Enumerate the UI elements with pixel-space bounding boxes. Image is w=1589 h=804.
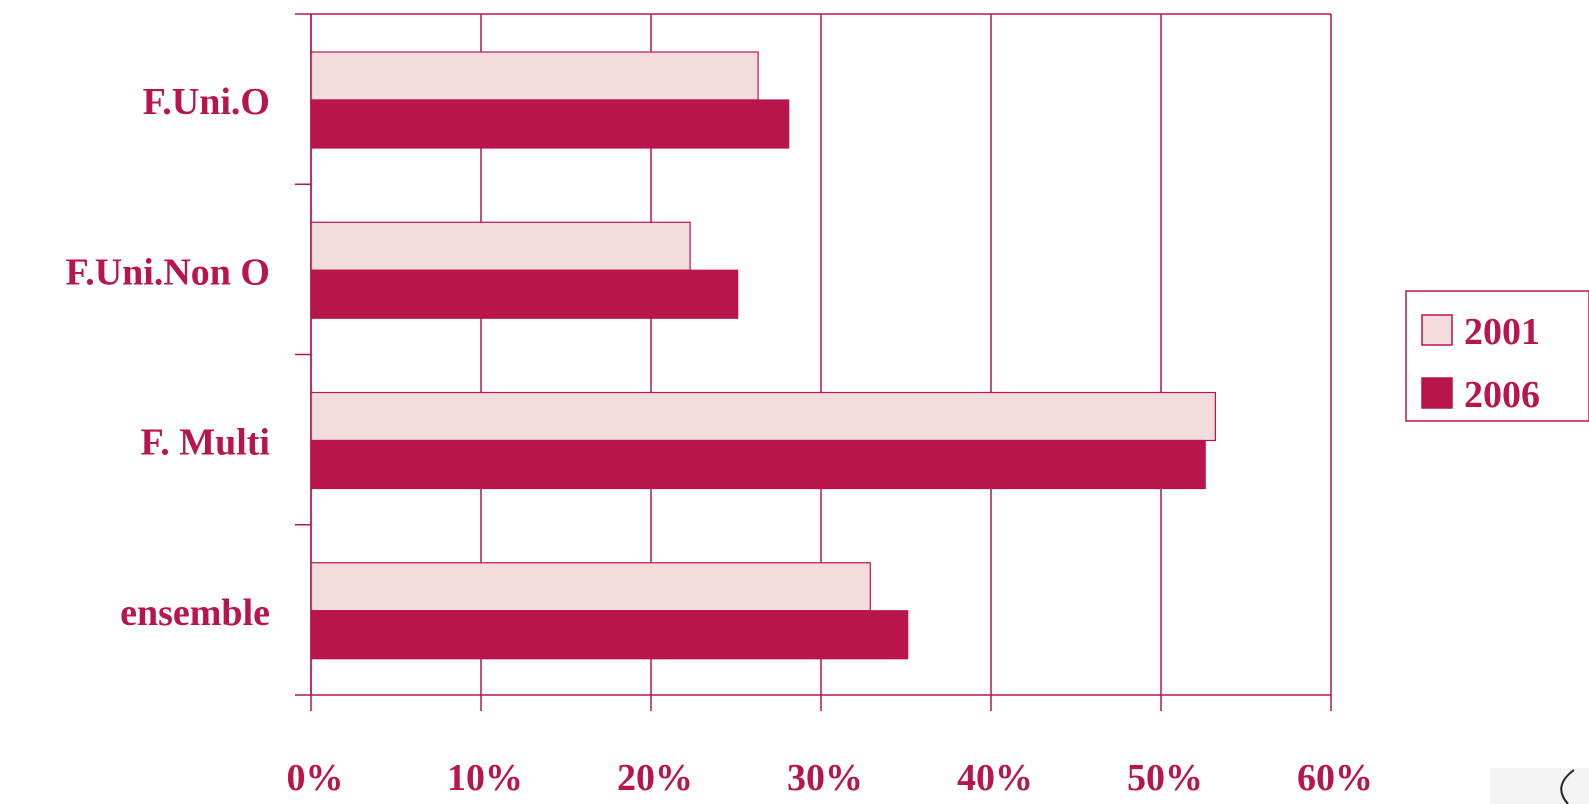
bar-2001-3 bbox=[310, 562, 871, 612]
category-label: F.Uni.O bbox=[143, 81, 270, 123]
legend-label: 2006 bbox=[1464, 374, 1540, 416]
x-tick-label: 50% bbox=[1127, 757, 1203, 799]
axes bbox=[295, 13, 1332, 711]
legend-label: 2001 bbox=[1464, 311, 1540, 353]
bar-2006-2 bbox=[310, 439, 1206, 490]
x-tick-label: 40% bbox=[957, 757, 1033, 799]
x-tick-label: 0% bbox=[287, 757, 344, 799]
bar-2006-0 bbox=[310, 99, 790, 149]
category-label: F. Multi bbox=[141, 422, 271, 464]
category-label: F.Uni.Non O bbox=[66, 251, 271, 293]
legend: 2001 2006 bbox=[1405, 290, 1589, 422]
x-tick-label: 30% bbox=[787, 757, 863, 799]
x-tick-label: 20% bbox=[617, 757, 693, 799]
x-tick-label: 60% bbox=[1297, 757, 1373, 799]
dark-square-icon bbox=[1421, 377, 1453, 409]
logo-fragment-icon bbox=[1490, 768, 1589, 804]
bar-2006-3 bbox=[310, 610, 909, 660]
x-tick-label: 10% bbox=[447, 757, 523, 799]
bar-2006-1 bbox=[310, 269, 739, 319]
bar-2001-1 bbox=[310, 221, 691, 271]
axis-labels: 0% 10% 20% 30% 40% 50% 60% F.Uni.O F.Uni.Non O F.… bbox=[66, 81, 1374, 799]
category-label: ensemble bbox=[120, 592, 270, 634]
bar-2001-0 bbox=[310, 51, 759, 101]
bars bbox=[310, 51, 1217, 660]
bar-2001-2 bbox=[310, 391, 1217, 442]
light-square-icon bbox=[1421, 314, 1453, 346]
